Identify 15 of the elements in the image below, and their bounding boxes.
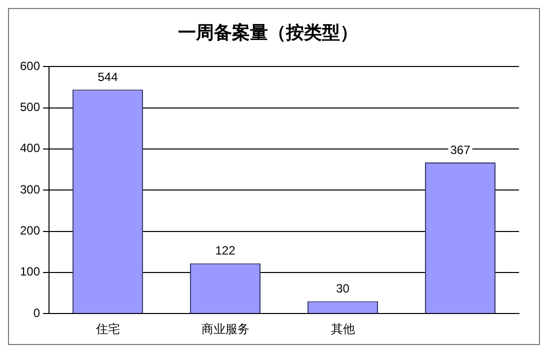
y-tick-label: 300	[20, 182, 40, 196]
y-tick-label: 500	[20, 100, 40, 114]
y-tick-label: 0	[33, 306, 40, 320]
x-tick-label: 住宅	[94, 322, 120, 336]
data-label: 30	[336, 282, 350, 296]
y-tick-label: 600	[20, 58, 40, 73]
data-label: 367	[450, 142, 471, 157]
data-label: 544	[98, 70, 118, 84]
x-tick-label: 商业服务	[201, 322, 250, 336]
chart-title: 一周备案量（按类型）	[178, 22, 358, 44]
y-tick-label: 400	[20, 141, 40, 156]
x-tick-label: 其他	[330, 322, 355, 336]
data-label: 122	[215, 244, 236, 258]
y-tick-label: 100	[20, 264, 40, 279]
y-tick-label: 200	[20, 224, 40, 238]
